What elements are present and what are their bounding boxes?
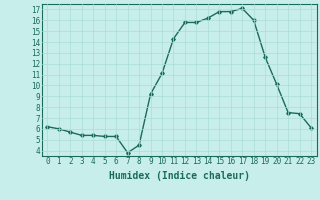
X-axis label: Humidex (Indice chaleur): Humidex (Indice chaleur) (109, 171, 250, 181)
